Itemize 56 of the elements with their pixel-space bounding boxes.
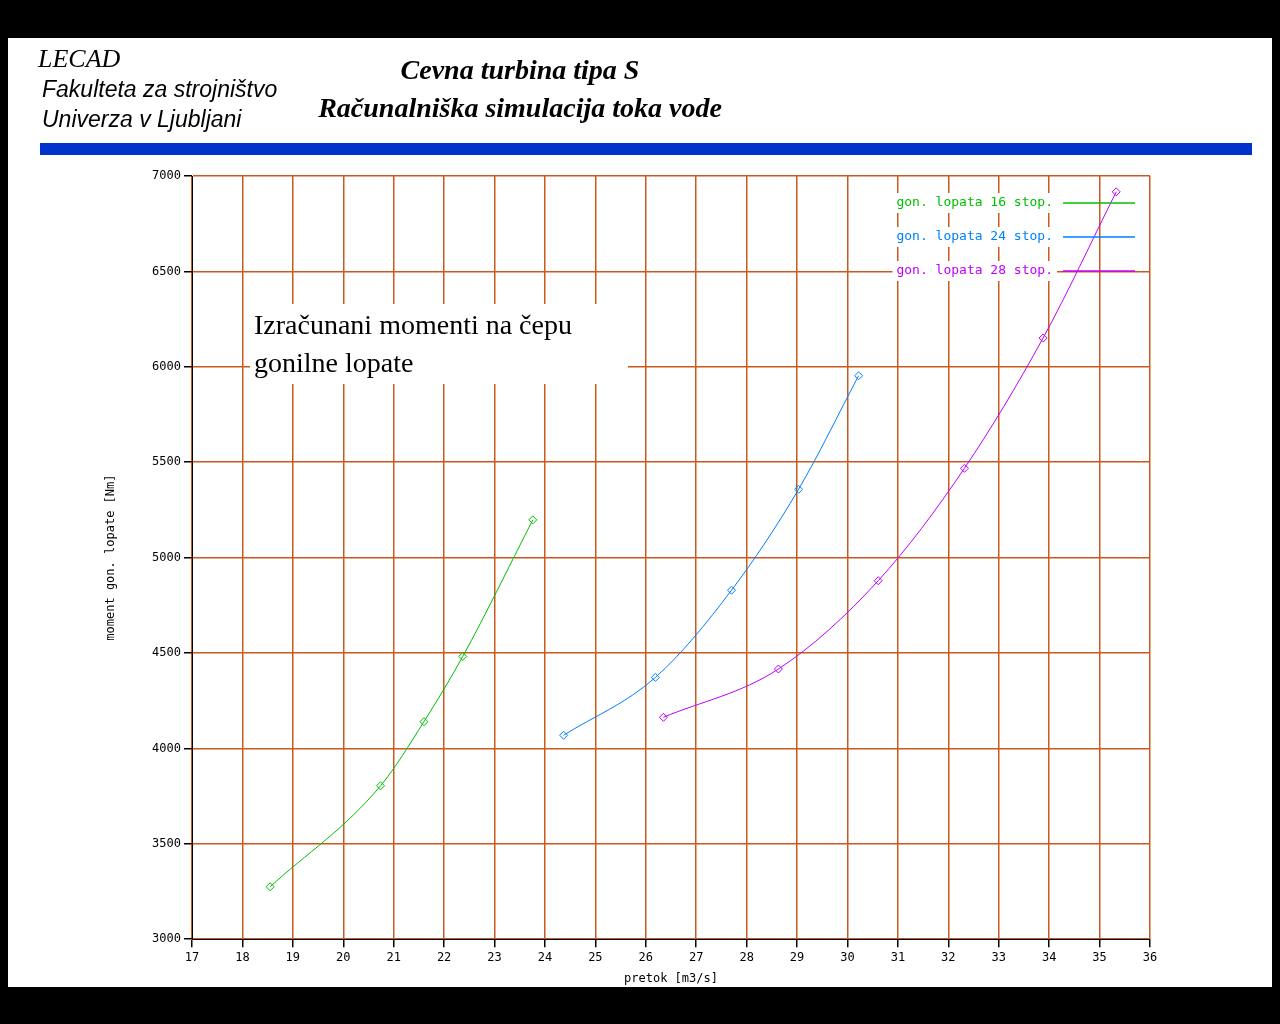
chart-subtitle: Računalniška simulacija toka vode bbox=[318, 92, 722, 123]
x-tick-label: 33 bbox=[991, 949, 1006, 964]
x-tick-label: 19 bbox=[285, 949, 301, 964]
point bbox=[559, 730, 569, 740]
x-tick-label: 24 bbox=[537, 949, 553, 964]
x-tick-label: 31 bbox=[890, 949, 906, 964]
text: Univerza v Ljubljani bbox=[42, 106, 242, 133]
x-tick-label: 25 bbox=[588, 949, 603, 964]
y-axis-title: moment gon. lopate [Nm] bbox=[103, 474, 118, 641]
point bbox=[376, 781, 386, 791]
x-tick-label: 22 bbox=[436, 949, 452, 964]
point bbox=[1038, 333, 1048, 343]
x-tick-label: 30 bbox=[840, 949, 855, 964]
y-tick-label: 4500 bbox=[152, 645, 181, 660]
x-tick-label: 17 bbox=[184, 949, 200, 964]
point bbox=[265, 882, 275, 892]
x-tick-label: 36 bbox=[1142, 949, 1158, 964]
point bbox=[528, 515, 538, 525]
x-tick-label: 28 bbox=[739, 949, 754, 964]
x-tick-label: 27 bbox=[688, 949, 704, 964]
annotation: Izračunani momenti na čepu gonilne lopate bbox=[250, 304, 628, 384]
point bbox=[458, 651, 468, 661]
y-tick-label: 3500 bbox=[152, 835, 181, 850]
point bbox=[419, 717, 429, 727]
text: Fakulteta za strojništvo bbox=[42, 76, 278, 103]
point bbox=[650, 672, 660, 682]
text: gon. lopata 16 stop. bbox=[896, 194, 1053, 210]
text: gon. lopata 24 stop. bbox=[896, 228, 1053, 244]
point bbox=[727, 585, 737, 595]
point bbox=[794, 484, 804, 494]
x-tick-label: 21 bbox=[386, 949, 401, 964]
y-tick-label: 6000 bbox=[152, 358, 181, 373]
series-label: gon. lopata 28 stop. bbox=[896, 262, 1053, 278]
chart-title: Cevna turbina tipa S bbox=[400, 54, 640, 85]
y-tick-label: 3000 bbox=[152, 931, 181, 946]
y-tick-label: 4000 bbox=[152, 740, 181, 755]
x-tick-label: 20 bbox=[336, 949, 351, 964]
x-tick-label: 32 bbox=[941, 949, 956, 964]
point bbox=[873, 576, 883, 586]
x-tick-label: 23 bbox=[487, 949, 502, 964]
text: LECAD bbox=[38, 44, 121, 74]
point bbox=[658, 712, 668, 722]
y-tick-label: 6500 bbox=[152, 263, 181, 278]
x-tick-label: 26 bbox=[638, 949, 654, 964]
x-tick-label: 34 bbox=[1041, 949, 1057, 964]
x-tick-label: 29 bbox=[789, 949, 805, 964]
point bbox=[959, 463, 969, 473]
y-tick-label: 5000 bbox=[152, 549, 181, 564]
x-axis-title: pretok [m3/s] bbox=[624, 970, 718, 985]
y-tick-label: 7000 bbox=[152, 168, 181, 183]
point bbox=[773, 664, 783, 674]
y-tick-label: 5500 bbox=[152, 454, 181, 469]
x-tick-label: 35 bbox=[1092, 949, 1107, 964]
point bbox=[854, 371, 864, 381]
point bbox=[1111, 187, 1121, 197]
x-tick-label: 18 bbox=[235, 949, 250, 964]
